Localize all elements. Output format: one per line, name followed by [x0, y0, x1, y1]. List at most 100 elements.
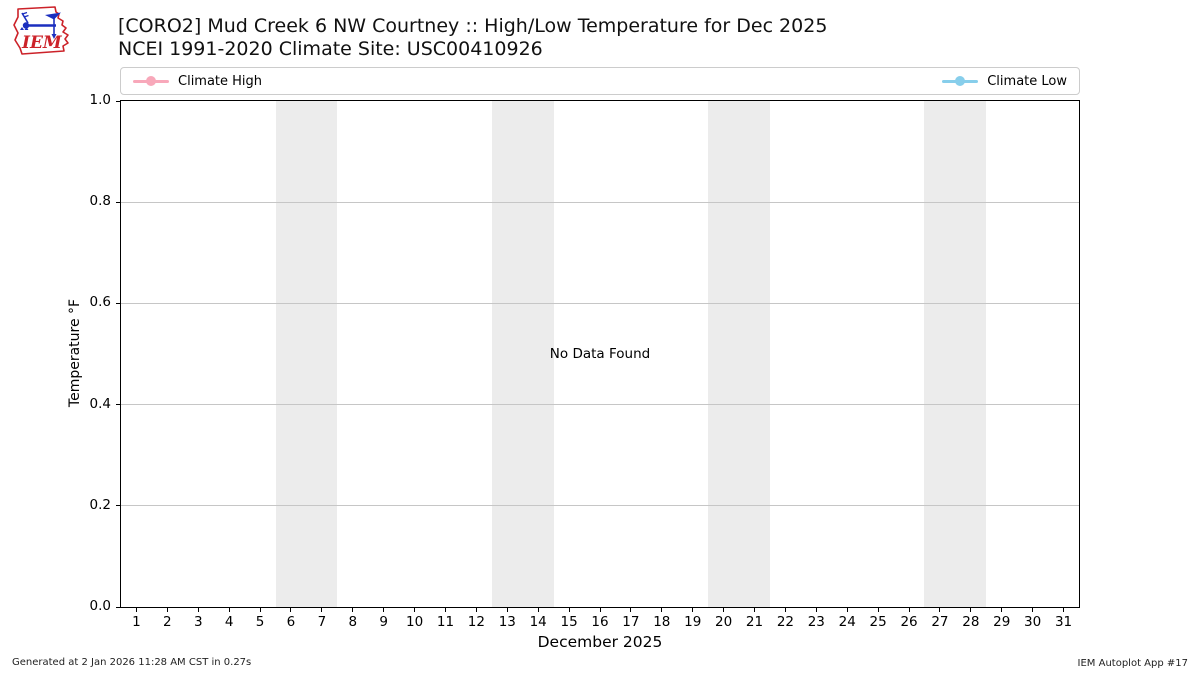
y-tick-mark: [116, 201, 120, 203]
x-tick-label: 2: [163, 614, 172, 630]
x-tick-label: 22: [776, 614, 794, 630]
climate-high-line-marker-icon: [133, 76, 169, 86]
y-axis-title: Temperature °F: [67, 298, 83, 408]
x-tick-mark: [908, 608, 910, 612]
x-tick-mark: [754, 608, 756, 612]
x-tick-label: 14: [529, 614, 547, 630]
x-tick-mark: [815, 608, 817, 612]
x-tick-mark: [444, 608, 446, 612]
x-tick-mark: [630, 608, 632, 612]
x-tick-mark: [599, 608, 601, 612]
y-tick-mark: [116, 606, 120, 608]
y-tick-label: 0.0: [89, 598, 111, 614]
y-tick-label: 0.6: [89, 294, 111, 311]
legend: Climate High Climate Low: [120, 67, 1080, 95]
x-tick-label: 7: [317, 614, 327, 630]
x-tick-mark: [383, 608, 385, 612]
generated-timestamp: Generated at 2 Jan 2026 11:28 AM CST in …: [12, 657, 252, 668]
x-tick-label: 10: [405, 614, 424, 630]
x-tick-mark: [166, 608, 168, 612]
x-tick-label: 9: [379, 614, 388, 630]
x-tick-label: 15: [560, 614, 578, 630]
title-block: [CORO2] Mud Creek 6 NW Courtney :: High/…: [118, 15, 827, 61]
x-tick-label: 4: [224, 614, 234, 630]
x-tick-label: 21: [745, 614, 764, 630]
x-tick-mark: [197, 608, 199, 612]
x-tick-label: 17: [622, 614, 640, 630]
weekend-shading-band: [491, 101, 554, 607]
x-tick-mark: [414, 608, 416, 612]
x-tick-label: 29: [993, 614, 1011, 630]
app-credit: IEM Autoplot App #17: [1077, 658, 1188, 669]
x-tick-mark: [661, 608, 663, 612]
x-tick-label: 30: [1024, 614, 1042, 630]
x-tick-label: 5: [255, 614, 265, 630]
x-axis-title: December 2025: [537, 633, 663, 651]
x-tick-mark: [352, 608, 354, 612]
x-tick-mark: [1001, 608, 1003, 612]
plot-area: No Data Found 0.0 0.2 0.4 0.6 0.8 1.0 1 2 3 4 5 6 7 8…: [90, 92, 1080, 630]
x-tick-mark: [970, 608, 972, 612]
x-tick-mark: [784, 608, 786, 612]
x-tick-mark: [692, 608, 694, 612]
x-tick-mark: [506, 608, 508, 612]
x-tick-label: 8: [348, 614, 358, 630]
logo-text: IEM: [21, 33, 63, 53]
iem-logo: IEM: [13, 6, 69, 55]
y-gridline: [121, 404, 1079, 406]
x-tick-label: 20: [715, 614, 733, 630]
x-tick-label: 18: [653, 614, 671, 630]
x-tick-mark: [723, 608, 725, 612]
x-tick-label: 16: [591, 614, 609, 630]
x-tick-label: 28: [962, 614, 980, 630]
no-data-message: No Data Found: [549, 346, 651, 362]
x-tick-mark: [537, 608, 539, 612]
x-tick-label: 24: [838, 614, 856, 630]
x-tick-mark: [877, 608, 879, 612]
y-gridline: [121, 201, 1079, 203]
x-tick-label: 11: [436, 614, 455, 630]
chart-subtitle: NCEI 1991-2020 Climate Site: USC00410926: [118, 38, 543, 60]
x-tick-mark: [939, 608, 941, 612]
x-tick-mark: [321, 608, 323, 612]
y-tick-mark: [116, 100, 120, 102]
weather-vane-icon: [20, 11, 61, 39]
x-tick-mark: [228, 608, 230, 612]
x-tick-label: 27: [931, 614, 949, 630]
y-tick-mark: [116, 505, 120, 507]
x-tick-label: 25: [869, 614, 887, 630]
y-gridline: [121, 505, 1079, 507]
x-tick-label: 6: [286, 614, 296, 630]
x-tick-mark: [568, 608, 570, 612]
x-tick-mark: [846, 608, 848, 612]
x-tick-mark: [135, 608, 137, 612]
x-tick-label: 23: [807, 614, 825, 630]
x-tick-mark: [1032, 608, 1034, 612]
x-tick-label: 13: [498, 614, 516, 630]
y-tick-label: 1.0: [89, 92, 111, 108]
y-tick-label: 0.2: [89, 496, 111, 513]
x-tick-mark: [1063, 608, 1065, 612]
x-tick-label: 31: [1054, 614, 1073, 630]
y-tick-mark: [116, 302, 120, 304]
x-tick-label: 19: [684, 614, 702, 630]
climate-low-dot-icon: [955, 76, 966, 86]
x-tick-mark: [290, 608, 292, 612]
climate-low-line-marker-icon: [942, 76, 979, 86]
legend-entry-climate-high: Climate High: [133, 74, 262, 89]
x-tick-mark: [259, 608, 261, 612]
legend-label-climate-high: Climate High: [178, 73, 263, 89]
x-tick-label: 26: [900, 614, 918, 630]
weekend-shading-band: [924, 101, 987, 607]
x-tick-label: 1: [132, 614, 141, 630]
x-tick-label: 3: [193, 614, 203, 630]
legend-entry-climate-low: Climate Low: [942, 74, 1067, 89]
x-tick-mark: [475, 608, 477, 612]
y-tick-label: 0.8: [89, 193, 111, 210]
chart-title: [CORO2] Mud Creek 6 NW Courtney :: High/…: [118, 15, 828, 37]
y-gridline: [121, 302, 1079, 304]
weekend-shading-band: [275, 101, 338, 607]
y-tick-label: 0.4: [89, 395, 111, 412]
climate-high-dot-icon: [146, 76, 156, 86]
